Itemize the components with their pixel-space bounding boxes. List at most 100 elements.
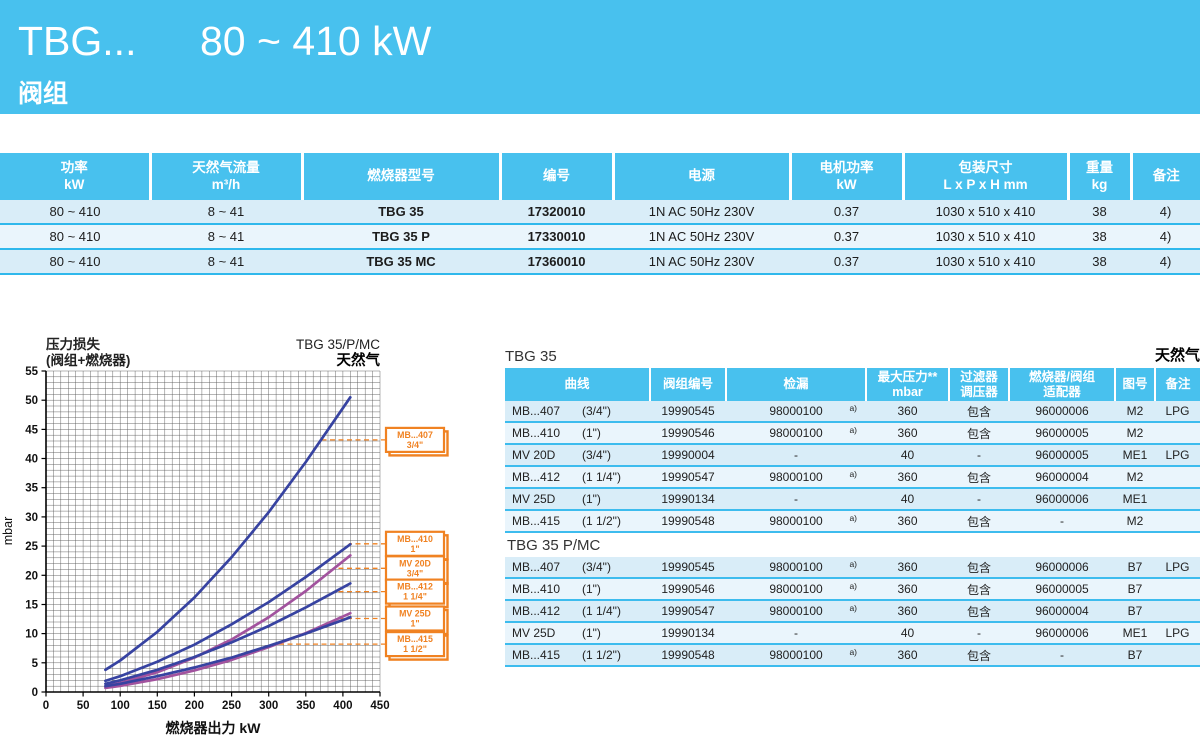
svg-text:15: 15	[25, 600, 38, 612]
cell: 8 ~ 41	[150, 249, 302, 275]
cell: 17330010	[500, 224, 613, 250]
curve-model: MB...410	[505, 422, 575, 445]
svg-text:燃烧器出力 kW: 燃烧器出力 kW	[166, 720, 262, 736]
figure-code: M2	[1115, 422, 1156, 445]
table-row: MB...410 (1") 19990546 98000100 a) 360 包含 96000…	[505, 578, 1200, 601]
gas-table-head: 曲线 阀组编号 检漏 最大压力** mbar 过滤器 调压器 燃烧器/阀组 适配器 图号 备注	[505, 368, 1200, 401]
table-row: MB...410 (1") 19990546 98000100 a) 360 包含 96000…	[505, 422, 1200, 445]
cell: 4)	[1131, 224, 1200, 250]
curve-model: MB...415	[505, 510, 575, 533]
curve-model: MB...415	[505, 644, 575, 667]
curve-model: MB...410	[505, 578, 575, 601]
adapter: 96000004	[1009, 600, 1116, 623]
adapter: 96000005	[1009, 578, 1116, 601]
table-row: MB...415 (1 1/2") 19990548 98000100 a) 360 包含 -…	[505, 644, 1200, 667]
svg-text:TBG 35/P/MC: TBG 35/P/MC	[296, 337, 380, 352]
svg-text:250: 250	[222, 700, 241, 712]
column-header: 天然气流量 m³/h	[150, 153, 304, 200]
note	[1155, 422, 1200, 445]
cell: 4)	[1131, 249, 1200, 275]
pressure-loss-chart: 0 5 10 15 20 25 30 35 40 45 50 55 0 50 100 150 200 250 300…	[0, 335, 490, 745]
column-header: 燃烧器型号	[302, 153, 502, 200]
valve-number: 19990004	[650, 444, 727, 467]
table-row: 80 ~ 410 8 ~ 41 TBG 35 MC 17360010 1N AC 50H…	[0, 249, 1200, 275]
leak-test: 98000100 a)	[726, 557, 867, 579]
curve-MB410	[104, 542, 352, 683]
adapter: -	[1009, 644, 1116, 667]
adapter: -	[1009, 510, 1116, 533]
max-pressure: 360	[866, 422, 950, 445]
figure-code: ME1	[1115, 444, 1156, 467]
leak-test: -	[726, 488, 867, 511]
svg-text:50: 50	[77, 700, 90, 712]
cell: 38	[1068, 200, 1131, 225]
filter-regulator: 包含	[949, 466, 1010, 489]
cell: 38	[1068, 249, 1131, 275]
valve-number: 19990546	[650, 578, 727, 601]
leak-test: -	[726, 444, 867, 467]
svg-text:(阀组+燃烧器): (阀组+燃烧器)	[46, 352, 130, 368]
max-pressure: 40	[866, 444, 950, 467]
pressure-loss-chart-svg: 0 5 10 15 20 25 30 35 40 45 50 55 0 50 100 150 200 250 300…	[1, 336, 449, 736]
column-header: 阀组编号	[650, 368, 728, 401]
valve-number: 19990134	[650, 622, 727, 645]
table-row: MV 20D (3/4") 19990004-40-96000005 ME1 LPG	[505, 444, 1200, 467]
page-title-power-range: 80 ~ 410 kW	[200, 18, 432, 64]
column-header: 包装尺寸 L x P x H mm	[903, 153, 1070, 200]
filter-regulator: -	[949, 622, 1010, 645]
note	[1155, 488, 1200, 511]
cell: 8 ~ 41	[150, 224, 302, 250]
figure-code: B7	[1115, 600, 1156, 623]
table-row: MV 25D (1") 19990134-40-96000006 ME1 LPG	[505, 622, 1200, 645]
cell: 17320010	[500, 200, 613, 225]
max-pressure: 360	[866, 644, 950, 667]
filter-regulator: 包含	[949, 510, 1010, 533]
svg-text:350: 350	[296, 700, 315, 712]
svg-text:5: 5	[32, 658, 39, 670]
figure-code: B7	[1115, 644, 1156, 667]
svg-text:100: 100	[111, 700, 130, 712]
note	[1155, 578, 1200, 601]
svg-text:400: 400	[333, 700, 352, 712]
column-header: 电源	[613, 153, 792, 200]
svg-text:55: 55	[25, 366, 38, 378]
svg-text:300: 300	[259, 700, 278, 712]
note: LPG	[1155, 401, 1200, 423]
filter-regulator: 包含	[949, 401, 1010, 423]
max-pressure: 360	[866, 578, 950, 601]
curve-size: (3/4")	[575, 557, 651, 579]
curve-size: (3/4")	[575, 401, 651, 423]
curve-size: (1 1/2")	[575, 644, 651, 667]
note: LPG	[1155, 557, 1200, 579]
main-table-head: 功率 kW 天然气流量 m³/h 燃烧器型号 编号 电源 电机功率 kW 包装尺寸 L x P x …	[0, 153, 1200, 200]
curve-model: MV 20D	[505, 444, 575, 467]
filter-regulator: 包含	[949, 644, 1010, 667]
cell: 80 ~ 410	[0, 200, 150, 225]
svg-text:1": 1"	[410, 619, 419, 629]
cell: 80 ~ 410	[0, 249, 150, 275]
adapter: 96000005	[1009, 422, 1116, 445]
column-header: 备注	[1131, 153, 1200, 200]
svg-text:3/4": 3/4"	[407, 568, 423, 578]
valve-number: 19990134	[650, 488, 727, 511]
valve-number: 19990545	[650, 557, 727, 579]
filter-regulator: -	[949, 444, 1010, 467]
note	[1155, 466, 1200, 489]
figure-code: B7	[1115, 578, 1156, 601]
cell: 8 ~ 41	[150, 200, 302, 225]
svg-text:35: 35	[25, 483, 38, 495]
cell: 1N AC 50Hz 230V	[613, 249, 790, 275]
header-row: 功率 kW 天然气流量 m³/h 燃烧器型号 编号 电源 电机功率 kW 包装尺寸 L x P x …	[0, 153, 1200, 200]
table-row: MB...407 (3/4") 19990545 98000100 a) 360 包含 960…	[505, 557, 1200, 579]
cell: 4)	[1131, 200, 1200, 225]
cell: 80 ~ 410	[0, 224, 150, 250]
curve-size: (1")	[575, 488, 651, 511]
valve-number: 19990548	[650, 644, 727, 667]
cell: TBG 35 MC	[302, 249, 500, 275]
curve-model: MB...412	[505, 600, 575, 623]
svg-text:20: 20	[25, 570, 38, 582]
curve-size: (1")	[575, 422, 651, 445]
filter-regulator: 包含	[949, 600, 1010, 623]
svg-text:1 1/4": 1 1/4"	[403, 592, 427, 602]
table-row: 80 ~ 410 8 ~ 41 TBG 35 17320010 1N AC 50Hz 2…	[0, 200, 1200, 225]
